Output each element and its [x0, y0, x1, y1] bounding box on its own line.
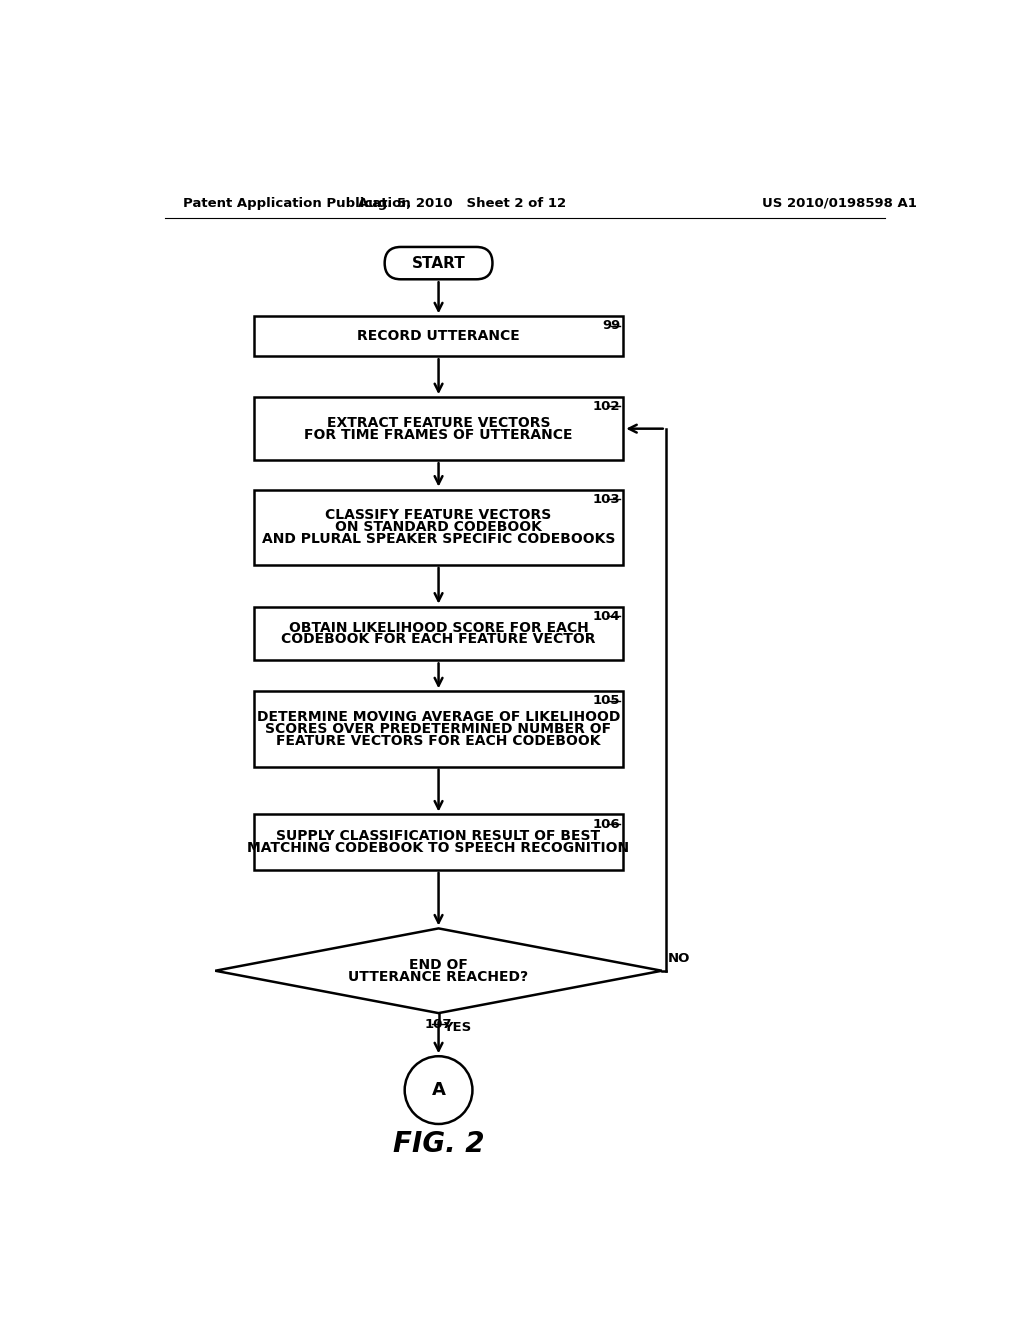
Text: YES: YES — [443, 1020, 471, 1034]
Text: CODEBOOK FOR EACH FEATURE VECTOR: CODEBOOK FOR EACH FEATURE VECTOR — [282, 632, 596, 647]
Text: Aug. 5, 2010   Sheet 2 of 12: Aug. 5, 2010 Sheet 2 of 12 — [357, 197, 565, 210]
Text: CLASSIFY FEATURE VECTORS: CLASSIFY FEATURE VECTORS — [326, 508, 552, 523]
Text: Patent Application Publication: Patent Application Publication — [183, 197, 411, 210]
Text: FOR TIME FRAMES OF UTTERANCE: FOR TIME FRAMES OF UTTERANCE — [304, 428, 572, 442]
Text: A: A — [432, 1081, 445, 1100]
Text: RECORD UTTERANCE: RECORD UTTERANCE — [357, 329, 520, 343]
Text: FEATURE VECTORS FOR EACH CODEBOOK: FEATURE VECTORS FOR EACH CODEBOOK — [276, 734, 601, 748]
Text: START: START — [412, 256, 466, 271]
Text: 103: 103 — [593, 492, 621, 506]
Text: DETERMINE MOVING AVERAGE OF LIKELIHOOD: DETERMINE MOVING AVERAGE OF LIKELIHOOD — [257, 710, 621, 725]
Text: 102: 102 — [593, 400, 621, 413]
Text: MATCHING CODEBOOK TO SPEECH RECOGNITION: MATCHING CODEBOOK TO SPEECH RECOGNITION — [248, 841, 630, 855]
Text: AND PLURAL SPEAKER SPECIFIC CODEBOOKS: AND PLURAL SPEAKER SPECIFIC CODEBOOKS — [262, 532, 615, 546]
Text: END OF: END OF — [410, 958, 468, 972]
Text: SCORES OVER PREDETERMINED NUMBER OF: SCORES OVER PREDETERMINED NUMBER OF — [265, 722, 611, 737]
Text: UTTERANCE REACHED?: UTTERANCE REACHED? — [348, 970, 528, 983]
Text: FIG. 2: FIG. 2 — [393, 1130, 484, 1158]
Text: ON STANDARD CODEBOOK: ON STANDARD CODEBOOK — [335, 520, 542, 535]
Text: EXTRACT FEATURE VECTORS: EXTRACT FEATURE VECTORS — [327, 416, 550, 430]
Text: SUPPLY CLASSIFICATION RESULT OF BEST: SUPPLY CLASSIFICATION RESULT OF BEST — [276, 829, 601, 843]
Text: OBTAIN LIKELIHOOD SCORE FOR EACH: OBTAIN LIKELIHOOD SCORE FOR EACH — [289, 620, 589, 635]
Text: 107: 107 — [425, 1018, 453, 1031]
Text: 105: 105 — [593, 694, 621, 708]
Text: 104: 104 — [593, 610, 621, 623]
Text: 106: 106 — [593, 817, 621, 830]
Text: US 2010/0198598 A1: US 2010/0198598 A1 — [762, 197, 916, 210]
Text: NO: NO — [668, 952, 690, 965]
Text: 99: 99 — [602, 319, 621, 333]
